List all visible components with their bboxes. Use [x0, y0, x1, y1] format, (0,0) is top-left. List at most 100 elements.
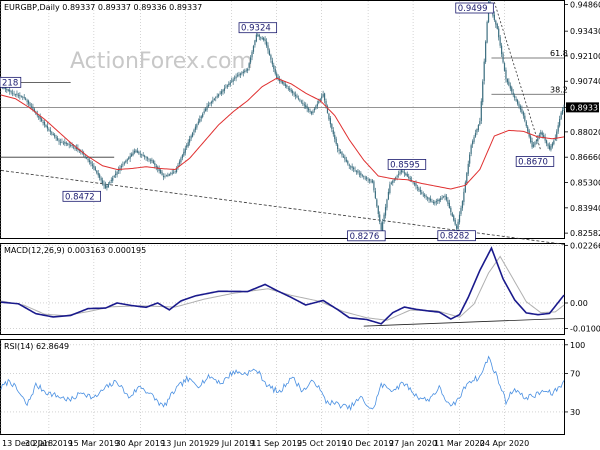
candle-body: [342, 156, 345, 158]
candle-body: [300, 101, 302, 103]
candle-body: [146, 157, 149, 159]
candle-body: [537, 137, 539, 141]
candle-body: [181, 155, 183, 159]
candle-body: [258, 34, 260, 37]
candle-body: [251, 51, 253, 58]
candle-body: [395, 177, 397, 179]
candle-body: [13, 93, 15, 95]
candle-body: [344, 156, 346, 160]
candle-body: [184, 148, 186, 153]
candle-body: [67, 143, 69, 145]
candle-body: [316, 103, 318, 107]
candle-body: [36, 113, 38, 116]
candle-body: [396, 175, 398, 177]
candle-body: [493, 14, 495, 20]
candle-body: [128, 157, 130, 159]
candle-body: [200, 116, 202, 119]
candle-body: [379, 214, 381, 222]
y-tick-label: 0.85300: [570, 179, 600, 188]
candle-body: [447, 200, 449, 204]
price-label-box: [515, 156, 555, 167]
price-trendline: [493, 1, 542, 151]
x-tick-label: 11 Mar 2020: [434, 439, 485, 448]
candle-body: [390, 182, 392, 184]
candle-body: [287, 88, 289, 89]
candle-body: [74, 148, 76, 149]
candle-body: [406, 174, 408, 177]
candle-body: [270, 55, 272, 60]
candle-body: [23, 97, 25, 98]
candle-body: [180, 158, 182, 163]
candle-body: [222, 89, 224, 92]
candle-body: [178, 161, 181, 164]
candle-body: [30, 106, 33, 108]
macd-trendline: [363, 318, 565, 327]
fib-level-label: 38.2: [550, 85, 568, 94]
candle-body: [61, 141, 63, 143]
candle-body: [271, 60, 273, 65]
candle-body: [448, 202, 450, 208]
candle-body: [168, 174, 170, 176]
x-tick-label: 30 Apr 2019: [116, 439, 165, 448]
candle-body: [457, 221, 459, 230]
candle-body: [527, 126, 529, 132]
candle-body: [422, 194, 424, 196]
price-label-text: 0.8670: [518, 157, 548, 167]
candle-body: [479, 121, 481, 125]
candle-body: [117, 169, 120, 171]
candle-body: [238, 74, 240, 76]
candle-body: [306, 106, 308, 109]
candle-body: [286, 85, 288, 88]
candle-body: [424, 194, 426, 197]
candle-body: [445, 196, 448, 200]
y-tick-label: 100: [570, 341, 585, 350]
candle-body: [48, 129, 50, 131]
candle-body: [402, 171, 404, 172]
x-tick-label: 13 Jun 2019: [161, 439, 209, 448]
candle-body: [350, 166, 352, 168]
y-tick-label: 0.94860: [570, 1, 600, 10]
candle-body: [120, 165, 123, 168]
candle-body: [480, 101, 482, 121]
candle-body: [17, 95, 20, 96]
candle-body: [229, 82, 231, 85]
candle-body: [412, 182, 414, 183]
candle-body: [202, 113, 204, 117]
price-label-box: [437, 230, 476, 242]
candle-body: [432, 202, 435, 203]
candle-body: [96, 170, 98, 173]
candle-body: [45, 124, 47, 127]
candle-body: [458, 214, 461, 223]
candle-body: [90, 161, 92, 164]
candle-body: [54, 134, 56, 137]
candle-body: [174, 171, 176, 172]
candle-body: [403, 172, 405, 174]
candle-body: [293, 93, 295, 95]
candle-body: [101, 180, 104, 183]
x-tick-label: 13 Dec 2018: [2, 439, 53, 448]
candle-body: [310, 111, 313, 114]
candle-body: [545, 140, 548, 144]
price-label-text: 218: [2, 78, 18, 88]
candle-body: [193, 129, 195, 133]
candle-body: [399, 172, 401, 174]
candle-body: [354, 169, 356, 171]
candle-body: [413, 183, 416, 185]
candle-body: [353, 167, 355, 170]
candle-body: [524, 115, 526, 121]
candle-body: [64, 141, 66, 144]
candle-body: [203, 111, 205, 114]
candle-body: [165, 175, 168, 177]
candle-body: [241, 72, 243, 74]
candle-body: [534, 142, 536, 145]
candle-body: [86, 157, 88, 159]
candle-body: [358, 173, 361, 175]
candle-body: [405, 173, 407, 175]
candle-body: [27, 100, 30, 104]
candle-body: [83, 153, 85, 155]
candle-body: [530, 136, 532, 142]
macd-panel: [0, 243, 565, 335]
candle-body: [541, 132, 543, 136]
candle-body: [544, 136, 546, 141]
y-tick-label: 0.90740: [570, 77, 600, 86]
